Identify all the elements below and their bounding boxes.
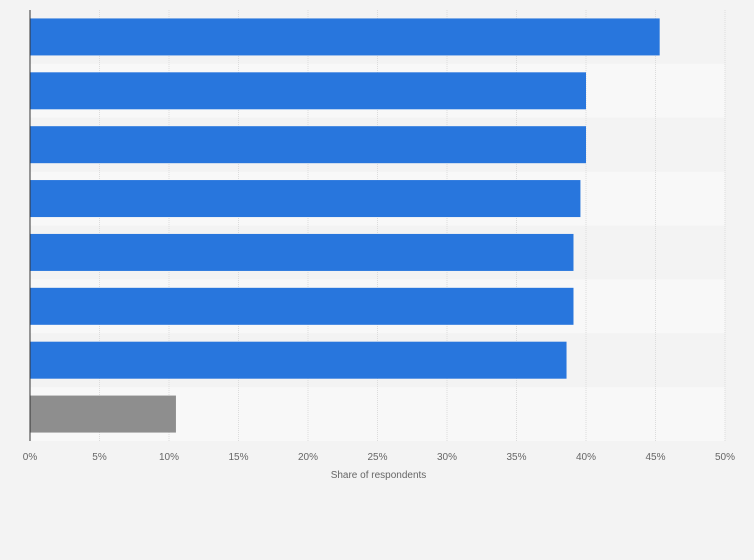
- x-tick-label: 5%: [92, 452, 107, 463]
- bar[interactable]: [30, 180, 581, 218]
- x-tick-label: 10%: [159, 452, 179, 463]
- x-tick-labels: 0% 5% 10% 15% 20% 25% 30% 35% 40% 45% 50%: [23, 452, 735, 463]
- bar[interactable]: [30, 126, 586, 164]
- bar[interactable]: [30, 395, 176, 433]
- bar[interactable]: [30, 287, 574, 325]
- x-tick-label: 25%: [367, 452, 387, 463]
- x-tick-label: 20%: [298, 452, 318, 463]
- x-tick-label: 0%: [23, 452, 38, 463]
- bar[interactable]: [30, 341, 567, 379]
- x-tick-label: 45%: [645, 452, 665, 463]
- x-tick-label: 40%: [576, 452, 596, 463]
- bars: [30, 18, 660, 433]
- x-axis-title: Share of respondents: [331, 470, 427, 481]
- x-tick-label: 15%: [228, 452, 248, 463]
- bar[interactable]: [30, 18, 660, 56]
- bar[interactable]: [30, 233, 574, 271]
- bar[interactable]: [30, 72, 586, 110]
- x-tick-label: 30%: [437, 452, 457, 463]
- x-tick-label: 50%: [715, 452, 735, 463]
- x-tick-label: 35%: [506, 452, 526, 463]
